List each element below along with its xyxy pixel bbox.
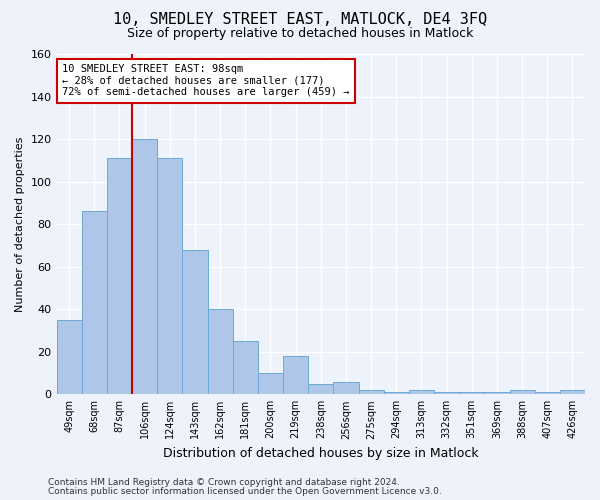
- Text: 10 SMEDLEY STREET EAST: 98sqm
← 28% of detached houses are smaller (177)
72% of : 10 SMEDLEY STREET EAST: 98sqm ← 28% of d…: [62, 64, 349, 98]
- Bar: [233, 341, 258, 394]
- Bar: [82, 212, 107, 394]
- Bar: [182, 250, 208, 394]
- Bar: [258, 373, 283, 394]
- Bar: [560, 390, 585, 394]
- Bar: [383, 392, 409, 394]
- Bar: [157, 158, 182, 394]
- Bar: [434, 392, 459, 394]
- Bar: [283, 356, 308, 395]
- X-axis label: Distribution of detached houses by size in Matlock: Distribution of detached houses by size …: [163, 447, 479, 460]
- Bar: [208, 309, 233, 394]
- Text: Contains HM Land Registry data © Crown copyright and database right 2024.: Contains HM Land Registry data © Crown c…: [48, 478, 400, 487]
- Bar: [308, 384, 334, 394]
- Bar: [509, 390, 535, 394]
- Bar: [459, 392, 484, 394]
- Bar: [535, 392, 560, 394]
- Text: Size of property relative to detached houses in Matlock: Size of property relative to detached ho…: [127, 28, 473, 40]
- Text: Contains public sector information licensed under the Open Government Licence v3: Contains public sector information licen…: [48, 486, 442, 496]
- Bar: [107, 158, 132, 394]
- Bar: [56, 320, 82, 394]
- Bar: [132, 139, 157, 394]
- Bar: [409, 390, 434, 394]
- Bar: [334, 382, 359, 394]
- Y-axis label: Number of detached properties: Number of detached properties: [15, 136, 25, 312]
- Bar: [359, 390, 383, 394]
- Text: 10, SMEDLEY STREET EAST, MATLOCK, DE4 3FQ: 10, SMEDLEY STREET EAST, MATLOCK, DE4 3F…: [113, 12, 487, 28]
- Bar: [484, 392, 509, 394]
